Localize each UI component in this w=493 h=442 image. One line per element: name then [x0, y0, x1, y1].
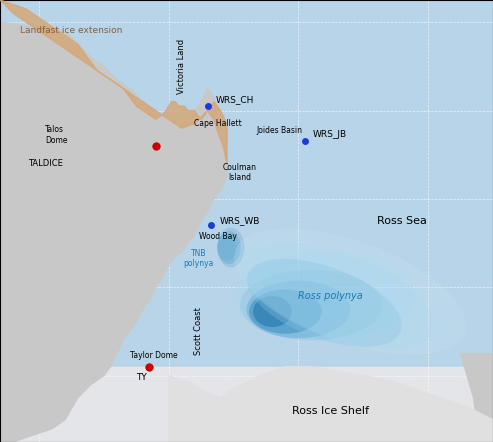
Text: Landfast ice extension: Landfast ice extension [20, 27, 123, 35]
Ellipse shape [247, 259, 402, 347]
Text: Wood Bay: Wood Bay [199, 232, 237, 241]
Ellipse shape [253, 296, 292, 327]
Text: PB: PB [339, 68, 346, 73]
Text: Scott Coast: Scott Coast [194, 308, 203, 355]
Polygon shape [0, 0, 227, 442]
Text: TNB
polynya: TNB polynya [183, 249, 213, 268]
Text: Ross
Sea: Ross Sea [400, 53, 415, 64]
Polygon shape [169, 367, 493, 442]
Text: Ross Ice Shelf: Ross Ice Shelf [292, 406, 369, 416]
Text: E0°W: E0°W [380, 161, 394, 166]
Polygon shape [299, 17, 475, 186]
Text: WRS_CH: WRS_CH [215, 95, 254, 104]
Text: WRS_WB: WRS_WB [219, 217, 260, 225]
Polygon shape [460, 354, 493, 442]
Text: 90°W: 90°W [474, 90, 490, 95]
Text: 90°E: 90°E [284, 90, 297, 95]
Ellipse shape [234, 229, 466, 355]
Text: AL: AL [380, 42, 387, 47]
Text: E180°W: E180°W [375, 6, 399, 11]
Text: Ross Sea: Ross Sea [377, 216, 427, 226]
Ellipse shape [240, 270, 383, 340]
Ellipse shape [249, 290, 322, 334]
Text: Taylor Dome: Taylor Dome [130, 351, 177, 360]
Text: Coulman
Island: Coulman Island [223, 163, 257, 182]
Text: Victoria Land: Victoria Land [177, 39, 186, 94]
Text: 80° S: 80° S [432, 85, 443, 101]
Ellipse shape [217, 231, 241, 264]
Ellipse shape [217, 228, 245, 267]
Ellipse shape [241, 244, 434, 349]
Text: Talos
Dome: Talos Dome [45, 125, 68, 145]
Text: Maximum sea ice extent: Maximum sea ice extent [348, 166, 399, 188]
Text: EAIS: EAIS [379, 77, 395, 91]
Ellipse shape [234, 252, 415, 340]
Text: Amundsen Sea: Amundsen Sea [447, 35, 464, 71]
Text: TALDICE: TALDICE [29, 159, 64, 168]
Text: 60° S: 60° S [459, 125, 471, 141]
Text: WAIS: WAIS [417, 56, 434, 73]
Text: WRS_JB: WRS_JB [313, 130, 347, 139]
Polygon shape [428, 71, 451, 102]
Text: Cape Hallett: Cape Hallett [194, 119, 242, 128]
Ellipse shape [217, 234, 237, 261]
Text: TY: TY [136, 373, 147, 382]
Polygon shape [323, 35, 459, 155]
Text: Joides Basin: Joides Basin [256, 126, 302, 135]
Text: Ross polynya: Ross polynya [298, 291, 363, 301]
Ellipse shape [246, 281, 351, 338]
Polygon shape [0, 0, 227, 164]
